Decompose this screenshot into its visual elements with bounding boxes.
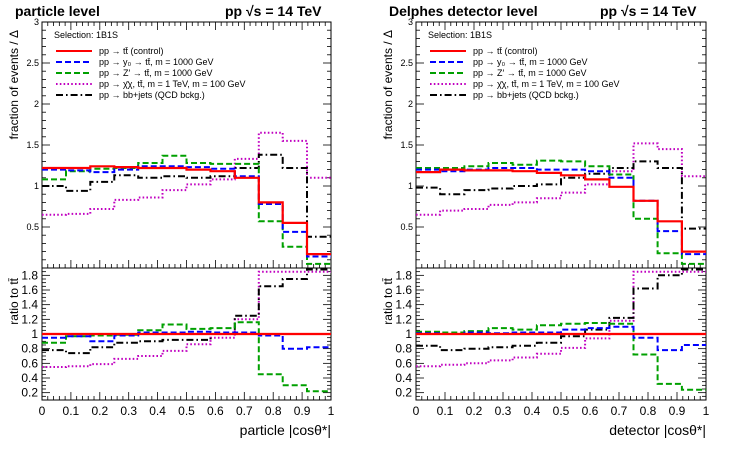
chart-title: particle level: [15, 3, 100, 19]
x-tick-label: 0.7: [236, 404, 253, 418]
ratio-line-4: [416, 270, 706, 368]
series-line-3: [416, 159, 706, 265]
legend-entry-3: pp → Z′ → tt̄, m = 1000 GeV: [473, 68, 586, 78]
upper-y-tick-label: 2.5: [400, 58, 413, 68]
legend-entry-3: pp → Z′ → tt̄, m = 1000 GeV: [99, 68, 212, 78]
ratio-y-tick-label: 1: [31, 327, 38, 341]
upper-y-axis-title: fraction of events / Δ: [7, 30, 21, 139]
upper-y-axis-title: fraction of events / Δ: [381, 30, 395, 139]
series-line-4: [416, 142, 706, 216]
x-tick-label: 0.1: [437, 404, 454, 418]
legend-entry-1: pp → tt̄ (control): [473, 46, 538, 56]
series-line-5: [416, 160, 706, 230]
x-tick-label: 1: [703, 404, 710, 418]
upper-y-tick-label: 0.5: [400, 222, 413, 232]
ratio-y-tick-label: 1.6: [21, 283, 38, 297]
series-line-2: [42, 165, 331, 258]
ratio-y-tick-label: 1.8: [21, 268, 38, 282]
x-tick-label: 0.5: [553, 404, 570, 418]
legend-entry-4: pp → χ̄χ, tt̄, m = 1 TeV, m = 100 GeV: [473, 79, 620, 89]
x-axis-title: detector |cosθ*|: [609, 422, 706, 438]
ratio-y-axis-title: ratio to tt̄: [7, 277, 21, 324]
selection-label: Selection: 1B1S: [428, 30, 492, 40]
ratio-y-tick-label: 0.2: [21, 386, 38, 400]
ratio-line-5: [416, 268, 706, 352]
ratio-y-tick-label: 0.8: [21, 342, 38, 356]
upper-y-tick-label: 1.5: [26, 140, 39, 150]
upper-y-tick-label: 0.5: [26, 222, 39, 232]
chart-panel-2: 0.511.522.530.20.40.60.811.21.41.61.80 0.…: [381, 3, 710, 438]
x-tick-label: 0.8: [265, 404, 282, 418]
x-tick-label: 1: [328, 404, 335, 418]
selection-label: Selection: 1B1S: [54, 30, 118, 40]
upper-y-tick-label: 1: [408, 181, 413, 191]
series-line-1: [416, 168, 706, 253]
x-tick-label: 0.9: [294, 404, 311, 418]
x-tick-label: 0: [39, 404, 46, 418]
ratio-y-tick-label: 0.4: [395, 371, 412, 385]
upper-y-tick-label: 2.5: [26, 58, 39, 68]
x-tick-label: 0.2: [91, 404, 108, 418]
x-tick-label: 0.1: [63, 404, 80, 418]
ratio-y-tick-label: 0.6: [21, 356, 38, 370]
x-tick-label: 0.6: [207, 404, 224, 418]
x-tick-label: 0.5: [178, 404, 195, 418]
ratio-line-3: [42, 321, 331, 393]
ratio-line-3: [416, 322, 706, 391]
legend-entry-5: pp → bb+jets (QCD bckg.): [99, 90, 205, 100]
upper-y-tick-label: 1.5: [400, 140, 413, 150]
upper-y-tick-label: 3: [408, 17, 413, 27]
upper-y-tick-label: 2: [408, 99, 413, 109]
legend-entry-2: pp → y₀ → tt̄, m = 1000 GeV: [473, 57, 588, 67]
chart-title: Delphes detector level: [389, 3, 538, 19]
ratio-y-tick-label: 1: [405, 327, 412, 341]
x-tick-label: 0.7: [611, 404, 628, 418]
ratio-line-5: [42, 268, 331, 355]
ratio-y-tick-label: 1.6: [395, 283, 412, 297]
legend-entry-2: pp → y₀ → tt̄, m = 1000 GeV: [99, 57, 214, 67]
upper-y-tick-label: 2: [34, 99, 39, 109]
series-line-1: [42, 165, 331, 256]
x-tick-label: 0.8: [640, 404, 657, 418]
ratio-y-tick-label: 0.2: [395, 386, 412, 400]
legend-entry-1: pp → tt̄ (control): [99, 46, 164, 56]
legend-entry-4: pp → χ̄χ, tt̄, m = 1 TeV, m = 100 GeV: [99, 79, 246, 89]
energy-label: pp √s = 14 TeV: [225, 3, 322, 19]
ratio-y-tick-label: 1.2: [395, 312, 412, 326]
ratio-y-axis-title: ratio to tt̄: [381, 277, 395, 324]
upper-y-tick-label: 1: [34, 181, 39, 191]
x-tick-label: 0.6: [582, 404, 599, 418]
series-line-4: [42, 131, 331, 216]
x-tick-label: 0.3: [120, 404, 137, 418]
ratio-y-tick-label: 0.8: [395, 342, 412, 356]
legend-entry-5: pp → bb+jets (QCD bckg.): [473, 90, 579, 100]
x-tick-label: 0.4: [524, 404, 541, 418]
x-tick-label: 0: [413, 404, 420, 418]
x-axis-title: particle |cosθ*|: [240, 422, 331, 438]
x-tick-label: 0.2: [466, 404, 483, 418]
upper-y-tick-label: 3: [34, 17, 39, 27]
x-tick-label: 0.4: [149, 404, 166, 418]
series-line-3: [42, 154, 331, 265]
x-tick-label: 0.9: [669, 404, 686, 418]
series-line-5: [42, 153, 331, 238]
ratio-y-tick-label: 0.4: [21, 371, 38, 385]
chart-panel-1: 0.511.522.530.20.40.60.811.21.41.61.80 0.…: [7, 3, 335, 438]
ratio-y-tick-label: 1.8: [395, 268, 412, 282]
energy-label: pp √s = 14 TeV: [600, 3, 697, 19]
ratio-y-tick-label: 1.2: [21, 312, 38, 326]
ratio-line-4: [42, 270, 331, 368]
ratio-y-tick-label: 1.4: [395, 298, 412, 312]
ratio-y-tick-label: 1.4: [21, 298, 38, 312]
ratio-y-tick-label: 0.6: [395, 356, 412, 370]
x-tick-label: 0.3: [495, 404, 512, 418]
